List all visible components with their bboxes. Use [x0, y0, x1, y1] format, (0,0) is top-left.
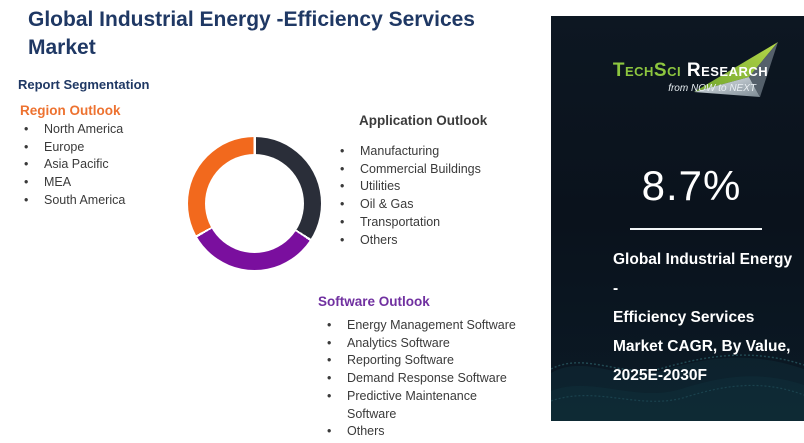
list-item: South America: [22, 192, 125, 210]
list-item: Reporting Software: [325, 352, 527, 370]
caption-line: Market CAGR, By Value,: [613, 338, 791, 355]
caption-line: Global Industrial Energy -: [613, 251, 793, 297]
page-title-line1: Global Industrial Energy -Efficiency Ser…: [28, 8, 475, 31]
application-outlook-list: Manufacturing Commercial Buildings Utili…: [338, 143, 481, 249]
techsci-logo-text: TechSci Research: [551, 60, 804, 82]
brand-name-research: Research: [681, 60, 769, 81]
brand-name-techsci: TechSci: [612, 60, 682, 81]
caption-line: 2025E-2030F: [613, 367, 707, 384]
application-outlook-heading: Application Outlook: [359, 113, 488, 128]
caption-line: Efficiency Services: [613, 309, 755, 326]
list-item: Energy Management Software: [325, 317, 527, 335]
cagr-caption: Global Industrial Energy - Efficiency Se…: [613, 245, 793, 390]
list-item: Asia Pacific: [22, 156, 125, 174]
techsci-logo: TechSci Research from NOW to NEXT: [551, 16, 804, 126]
list-item: MEA: [22, 174, 125, 192]
divider-line: [630, 228, 762, 230]
list-item: Oil & Gas: [338, 196, 481, 214]
list-item: Demand Response Software: [325, 370, 527, 388]
list-item: Transportation: [338, 214, 481, 232]
list-item: Europe: [22, 139, 125, 157]
list-item: North America: [22, 121, 125, 139]
region-outlook-list: North America Europe Asia Pacific MEA So…: [22, 121, 125, 210]
page-title: Global Industrial Energy -Efficiency Ser…: [28, 6, 548, 62]
donut-chart: [188, 137, 321, 270]
list-item: Manufacturing: [338, 143, 481, 161]
region-outlook-heading: Region Outlook: [20, 103, 121, 118]
list-item: Others: [338, 232, 481, 250]
cagr-value: 8.7%: [641, 162, 742, 209]
list-item: Others: [325, 423, 527, 441]
software-outlook-heading: Software Outlook: [318, 294, 430, 309]
page-title-line2: Market: [28, 36, 96, 59]
techsci-logo-arrow-icon: [694, 42, 778, 97]
donut-hole: [205, 154, 304, 253]
list-item: Utilities: [338, 178, 481, 196]
list-item: Predictive Maintenance Software: [325, 388, 527, 423]
wave-pattern: [551, 354, 804, 421]
brand-panel: TechSci Research from NOW to NEXT 8.7% G…: [551, 16, 804, 421]
report-segmentation-label: Report Segmentation: [18, 77, 150, 92]
list-item: Analytics Software: [325, 335, 527, 353]
logo-tagline: from NOW to NEXT: [668, 83, 756, 94]
list-item: Commercial Buildings: [338, 161, 481, 179]
software-outlook-list: Energy Management Software Analytics Sof…: [325, 317, 527, 441]
